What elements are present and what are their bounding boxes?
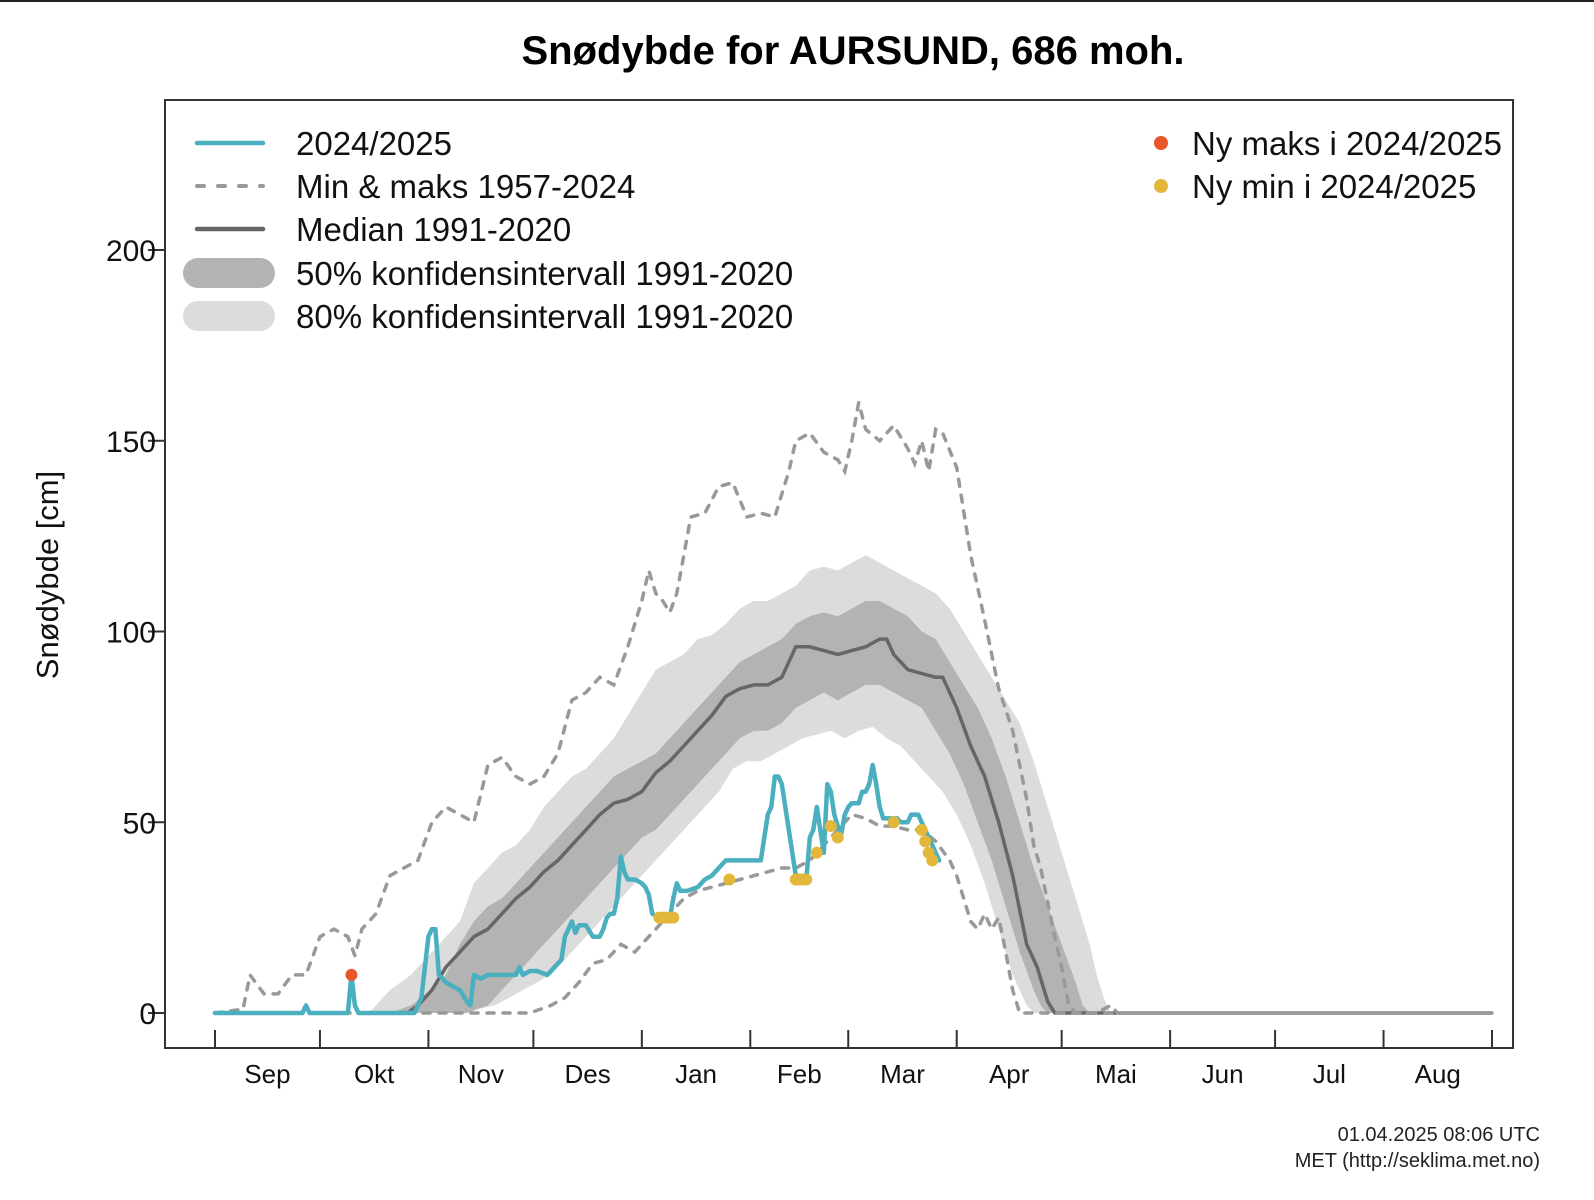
new-min-point — [919, 835, 932, 848]
x-month-label: Jun — [1202, 1059, 1244, 1089]
new-min-point — [667, 911, 680, 924]
x-month-label: Mai — [1095, 1059, 1137, 1089]
legend-band-icon — [183, 258, 275, 288]
x-month-label: Sep — [244, 1059, 290, 1089]
x-month-label: Jul — [1313, 1059, 1346, 1089]
x-month-label: Aug — [1415, 1059, 1461, 1089]
y-tick-label: 100 — [106, 617, 156, 650]
legend-band-icon — [183, 301, 275, 331]
new-min-point — [810, 846, 823, 859]
legend-label: 2024/2025 — [296, 125, 452, 162]
legend-right: Ny maks i 2024/2025 Ny min i 2024/2025 — [1154, 125, 1502, 205]
y-axis: 0 50 100 150 200 — [106, 235, 165, 1031]
plot-frame — [164, 99, 1514, 1049]
new-min-point — [800, 873, 813, 886]
y-tick-label: 0 — [139, 998, 156, 1031]
legend-item: 2024/2025 — [194, 125, 452, 162]
x-month-label: Okt — [354, 1059, 395, 1089]
legend-item: Median 1991-2020 — [194, 211, 571, 248]
legend-label: 50% konfidensintervall 1991-2020 — [296, 255, 793, 292]
new-min-point — [824, 820, 837, 833]
y-tick-label: 50 — [123, 807, 156, 840]
legend-item: Ny min i 2024/2025 — [1154, 168, 1476, 205]
max-line — [213, 402, 1494, 1015]
new-min-point — [831, 831, 844, 844]
median-line — [382, 637, 1492, 1015]
legend-label: Ny min i 2024/2025 — [1192, 168, 1476, 205]
x-axis: Sep Okt Nov Des Jan Feb Mar Apr Mai Jun Jul Aug — [214, 1030, 1493, 1089]
new-min-point — [723, 873, 736, 886]
x-month-label: Feb — [777, 1059, 822, 1089]
legend-item: 50% konfidensintervall 1991-2020 — [183, 255, 793, 292]
legend-point-icon — [1154, 179, 1168, 193]
new-min-point — [887, 816, 900, 829]
x-month-label: Apr — [989, 1059, 1030, 1089]
legend-label: Min & maks 1957-2024 — [296, 168, 635, 205]
legend-label: Median 1991-2020 — [296, 211, 571, 248]
new-min-point — [915, 823, 928, 836]
y-tick-label: 200 — [106, 235, 156, 268]
legend-item: Min & maks 1957-2024 — [195, 168, 635, 205]
legend-left: 2024/2025 Min & maks 1957-2024 Median 1991… — [183, 125, 793, 335]
new-min-point — [926, 854, 939, 867]
series-lines — [212, 402, 1494, 1016]
y-axis-label: Snødybde [cm] — [30, 471, 65, 679]
footer-source: MET (http://seklima.met.no) — [1295, 1150, 1540, 1172]
new-max-point — [345, 968, 358, 981]
chart-title: Snødybde for AURSUND, 686 moh. — [521, 29, 1184, 73]
x-month-label: Des — [564, 1059, 610, 1089]
x-month-label: Nov — [458, 1059, 504, 1089]
confidence-bands — [368, 555, 1111, 1013]
legend-label: Ny maks i 2024/2025 — [1192, 125, 1502, 162]
record-points — [345, 816, 939, 981]
current-season-line — [212, 762, 942, 1016]
legend-point-icon — [1154, 136, 1168, 150]
plot-area — [212, 402, 1494, 1016]
x-month-label: Jan — [675, 1059, 717, 1089]
legend-item: 80% konfidensintervall 1991-2020 — [183, 298, 793, 335]
footer-timestamp: 01.04.2025 08:06 UTC — [1338, 1124, 1540, 1146]
top-border — [0, 0, 1594, 2]
band-50-percent — [389, 601, 1090, 1013]
x-month-label: Mar — [880, 1059, 925, 1089]
y-tick-label: 150 — [106, 426, 156, 459]
legend-label: 80% konfidensintervall 1991-2020 — [296, 298, 793, 335]
min-line — [213, 812, 1494, 1015]
legend-item: Ny maks i 2024/2025 — [1154, 125, 1502, 162]
